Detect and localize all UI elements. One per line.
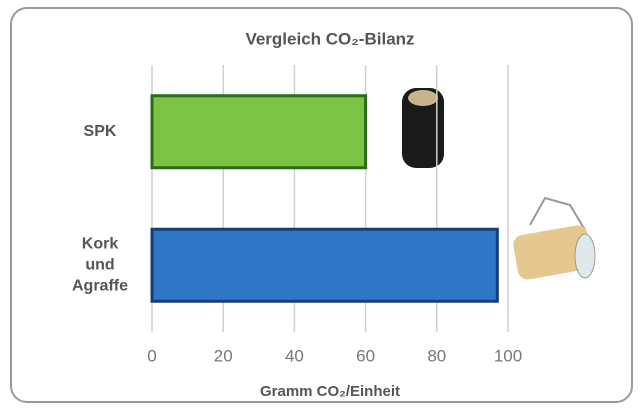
- x-tick-label: 60: [356, 346, 375, 365]
- x-tick-label: 0: [147, 346, 156, 365]
- x-tick-label: 40: [285, 346, 304, 365]
- chart-title: Vergleich CO₂-Bilanz: [245, 29, 414, 48]
- x-tick-label: 80: [427, 346, 446, 365]
- chart: Vergleich CO₂-Bilanz Gramm CO₂/Einheit 0…: [0, 0, 643, 410]
- bar: [152, 96, 366, 168]
- x-tick-label: 100: [494, 346, 522, 365]
- bar: [152, 229, 497, 301]
- spk-cork-icon: [402, 88, 444, 168]
- frame: [11, 8, 632, 402]
- x-tick-label: 20: [214, 346, 233, 365]
- y-tick-label: SPK: [84, 123, 117, 140]
- x-axis-label: Gramm CO₂/Einheit: [260, 383, 400, 400]
